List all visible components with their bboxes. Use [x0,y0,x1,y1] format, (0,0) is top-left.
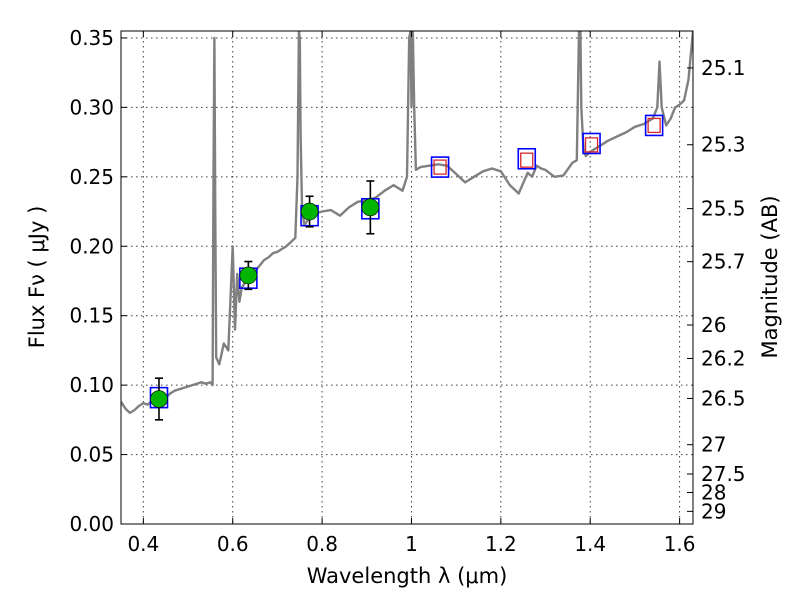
x-tick-label: 0.6 [217,532,249,556]
y-tick-label: 0.00 [69,512,114,536]
model-box-blue [582,132,601,155]
y-tick-label: 0.35 [69,26,114,50]
magnitude-tick-label: 28 [701,480,726,504]
magnitude-tick-label: 27 [701,433,726,457]
model-box-red [433,159,447,175]
x-axis-title: Wavelength λ (μm) [307,564,508,588]
y-tick-label: 0.15 [69,304,114,328]
data-marks [121,31,693,421]
observed-point [300,202,319,221]
model-box-blue [644,114,664,137]
model-box-red [584,137,599,153]
model-box-red [647,117,661,134]
magnitude-tick-label: 25.7 [701,250,746,274]
y-tick-label: 0.25 [69,165,114,189]
observed-point [239,266,258,285]
magnitude-tick-label: 26.2 [701,346,746,370]
magnitude-tick-label: 25.3 [701,133,746,157]
magnitude-tick-label: 26 [701,313,726,337]
x-tick-label: 0.8 [306,532,338,556]
plot-frame [120,30,694,525]
y-axis-ticks: 0.00 0.05 0.10 0.15 0.20 0.25 0.30 0.35 [69,26,127,536]
magnitude-tick-label: 25.5 [701,197,746,221]
y-tick-label: 0.05 [69,443,114,467]
magnitude-tick-label: 25.1 [701,56,746,80]
y-axis-title: Flux Fν ( μJy ) [25,206,49,349]
model-box-blue [517,147,537,170]
model-box-blue [430,156,450,178]
x-axis-ticks: 0.4 0.6 0.8 1 1.2 1.4 1.6 [127,31,696,556]
observed-point [361,198,380,217]
y-tick-label: 0.30 [69,95,114,119]
magnitude-tick-label: 27.5 [701,462,746,486]
x-tick-label: 1.4 [574,532,606,556]
x-tick-label: 1 [405,532,418,556]
x-tick-label: 0.4 [127,532,159,556]
y-tick-label: 0.20 [69,234,114,258]
y-tick-label: 0.10 [69,373,114,397]
magnitude-tick-label: 29 [701,499,726,523]
model-box-red [520,152,534,168]
x-tick-label: 1.2 [485,532,517,556]
magnitude-axis-title: Magnitude (AB) [758,195,782,358]
observed-point [150,390,168,408]
x-tick-label: 1.6 [664,532,696,556]
magnitude-tick-label: 26.5 [701,386,746,410]
